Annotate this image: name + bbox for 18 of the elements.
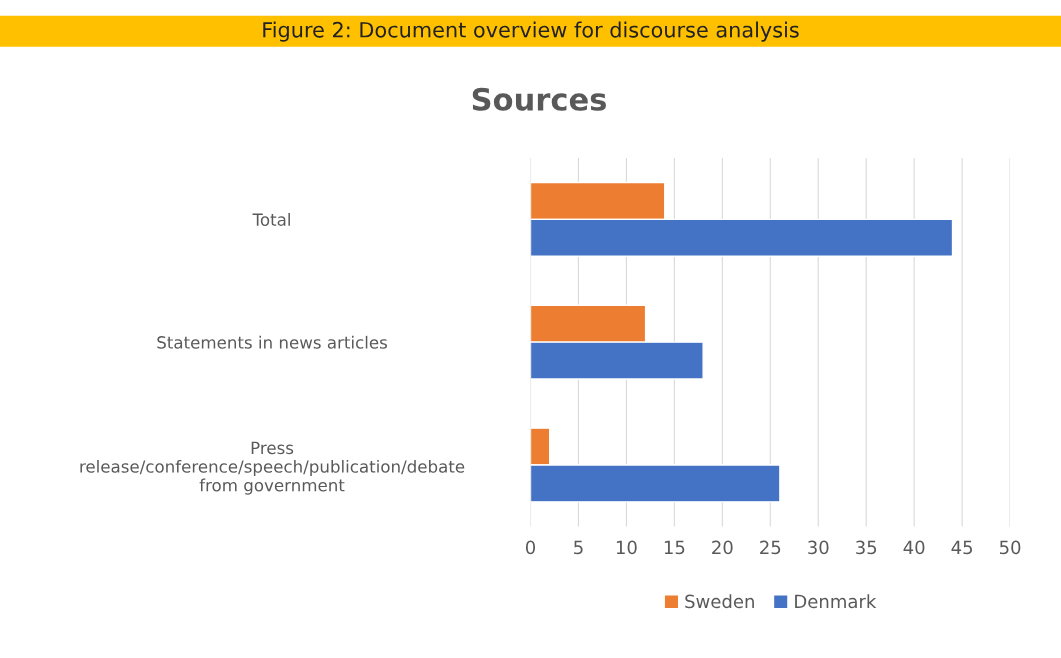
x-tick-label: 15	[664, 540, 685, 555]
x-tick-label: 0	[525, 540, 536, 555]
x-tick-label: 5	[574, 540, 583, 555]
x-tick-label: 40	[903, 540, 925, 555]
legend-label: Sweden	[685, 594, 754, 609]
chart-subtitle: Sources	[472, 87, 606, 111]
x-tick-label: 10	[616, 540, 637, 555]
chart-title: Figure 2: Document overview for discourse analysis	[263, 21, 799, 42]
y-tick-label: Total	[252, 213, 290, 226]
x-tick-label: 45	[951, 540, 973, 555]
y-tick-label: Statements in news articles	[157, 335, 387, 349]
x-tick-label: 20	[712, 540, 733, 555]
x-tick-label: 35	[856, 540, 877, 555]
x-tick-label: 25	[760, 540, 781, 555]
legend-label: Denmark	[795, 594, 877, 609]
y-tick-label: Press release/conference/speech/publication/debate from government	[80, 441, 465, 495]
x-tick-label: 30	[808, 540, 829, 555]
x-tick-label: 50	[999, 540, 1021, 555]
